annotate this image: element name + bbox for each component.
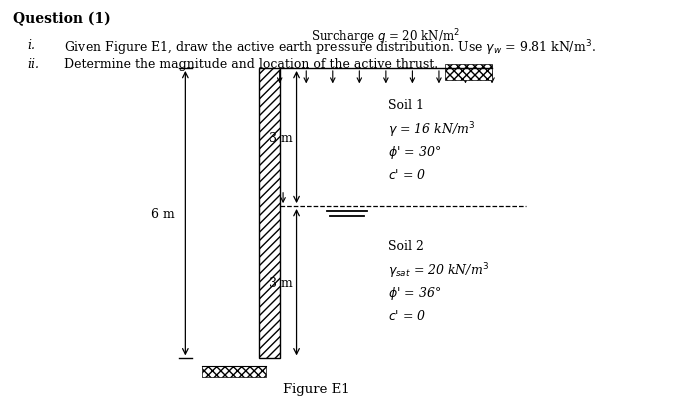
Bar: [445, 65, 492, 81]
Bar: [259, 69, 280, 358]
Text: 6 m: 6 m: [152, 207, 175, 220]
Text: i.: i.: [27, 38, 35, 51]
Text: $\phi$' = 30°: $\phi$' = 30°: [388, 143, 441, 160]
Text: Soil 1: Soil 1: [388, 99, 423, 112]
Text: $\gamma$ = 16 kN/m$^3$: $\gamma$ = 16 kN/m$^3$: [388, 120, 474, 139]
Text: Given Figure E1, draw the active earth pressure distribution. Use $\gamma_w$ = 9: Given Figure E1, draw the active earth p…: [64, 38, 596, 58]
Text: 3 m: 3 m: [270, 131, 293, 144]
Text: 3 m: 3 m: [270, 276, 293, 289]
Text: $\gamma_{sat}$ = 20 kN/m$^3$: $\gamma_{sat}$ = 20 kN/m$^3$: [388, 260, 489, 280]
Text: Figure E1: Figure E1: [284, 382, 350, 395]
Bar: [202, 367, 266, 377]
Text: Soil 2: Soil 2: [388, 239, 423, 253]
Text: $\phi$' = 36°: $\phi$' = 36°: [388, 284, 441, 301]
Text: Question (1): Question (1): [13, 12, 111, 26]
Text: ii.: ii.: [27, 58, 39, 70]
Text: Determine the magnitude and location of the active thrust.: Determine the magnitude and location of …: [64, 58, 438, 70]
Text: $c$' = 0: $c$' = 0: [388, 308, 426, 322]
Text: Surcharge $q$ = 20 kN/m$^2$: Surcharge $q$ = 20 kN/m$^2$: [311, 27, 460, 47]
Text: $c$' = 0: $c$' = 0: [388, 167, 426, 181]
